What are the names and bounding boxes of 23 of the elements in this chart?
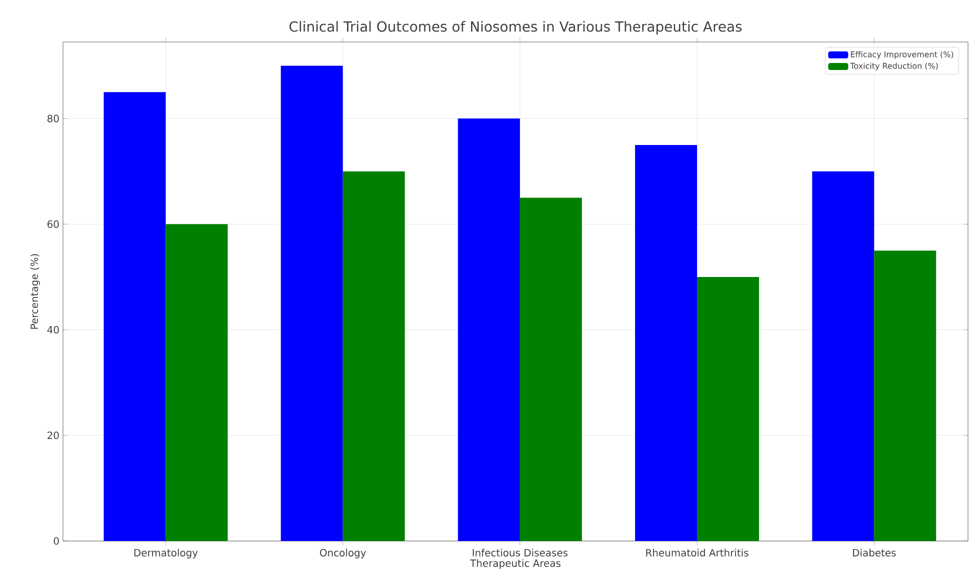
x-axis-title: Therapeutic Areas bbox=[470, 559, 560, 569]
bar bbox=[342, 171, 405, 541]
bar bbox=[458, 118, 520, 541]
x-tick-label: Diabetes bbox=[853, 548, 896, 556]
bar bbox=[166, 224, 228, 541]
bar bbox=[104, 92, 166, 541]
x-tick-label: Infectious Diseases bbox=[472, 548, 568, 556]
bar bbox=[280, 66, 343, 541]
chart-title: Clinical Trial Outcomes of Niosomes in Various Therapeutic Areas bbox=[290, 20, 742, 34]
y-tick-label: 60 bbox=[48, 220, 59, 228]
y-tick-label: 0 bbox=[54, 537, 59, 545]
bar bbox=[812, 171, 874, 541]
x-tick-label: Rheumatoid Arthritis bbox=[646, 548, 748, 556]
y-axis-title: Percentage (%) bbox=[30, 254, 40, 329]
bar bbox=[635, 144, 698, 541]
bar bbox=[697, 276, 760, 541]
bar bbox=[874, 250, 936, 541]
x-tick-label: Dermatology bbox=[134, 548, 198, 558]
y-tick-label: 40 bbox=[47, 326, 59, 334]
y-tick-label: 20 bbox=[48, 432, 59, 440]
y-tick-label: 80 bbox=[47, 114, 59, 122]
bar bbox=[520, 198, 582, 541]
x-tick-label: Oncology bbox=[320, 548, 366, 558]
